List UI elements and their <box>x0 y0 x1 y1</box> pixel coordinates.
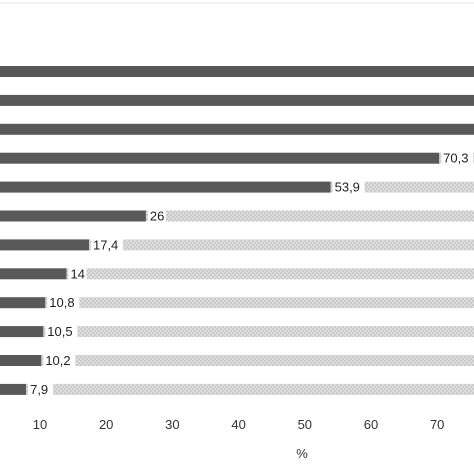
x-tick-label: 40 <box>231 417 245 432</box>
data-label: 17,4 <box>93 237 118 252</box>
bar-segment-secondary <box>26 383 474 395</box>
data-label-background <box>28 382 54 397</box>
data-label-background <box>90 237 123 252</box>
x-tick-label: 50 <box>298 417 312 432</box>
bar-segment-primary <box>0 326 44 338</box>
x-tick-label: 70 <box>430 417 444 432</box>
data-label: 10,8 <box>49 295 74 310</box>
data-label-background <box>43 353 76 368</box>
data-label: 14 <box>70 266 84 281</box>
data-label-background <box>441 151 474 166</box>
data-label-background <box>45 324 78 339</box>
bar-segment-primary <box>0 297 46 309</box>
data-label-background <box>47 295 80 310</box>
x-tick-label: 20 <box>99 417 113 432</box>
data-label: 10,2 <box>45 353 70 368</box>
bar-segment-secondary <box>145 210 474 222</box>
data-label: 10,5 <box>47 324 72 339</box>
data-label-background <box>147 209 166 223</box>
bar-segment-primary <box>0 123 474 135</box>
bar-segment-primary <box>0 66 474 77</box>
data-label: 53,9 <box>335 180 360 195</box>
bar-segment-secondary <box>66 268 474 280</box>
data-label: 26 <box>150 209 164 224</box>
x-axis-label: % <box>296 446 308 461</box>
bar-segment-primary <box>0 181 331 193</box>
x-tick-label: 30 <box>165 417 179 432</box>
data-label: 7,9 <box>30 382 48 397</box>
bar-segment-secondary <box>330 181 474 193</box>
data-label-background <box>332 180 365 195</box>
x-tick-label: 10 <box>33 417 47 432</box>
data-label-background <box>68 266 87 281</box>
bar-segment-secondary <box>41 355 474 366</box>
data-label: 70,3 <box>443 151 468 166</box>
bar-segment-primary <box>0 355 42 366</box>
bar-segment-primary <box>0 210 146 222</box>
bar-segment-secondary <box>43 326 474 338</box>
bar-segment-primary <box>0 268 67 280</box>
bar-segment-secondary <box>88 239 474 251</box>
bar-segment-primary <box>0 383 27 395</box>
x-tick-label: 60 <box>364 417 378 432</box>
bar-segment-primary <box>0 94 474 106</box>
bar-segment-secondary <box>45 297 474 309</box>
bar-segment-primary <box>0 152 440 164</box>
bar-segment-primary <box>0 239 89 251</box>
